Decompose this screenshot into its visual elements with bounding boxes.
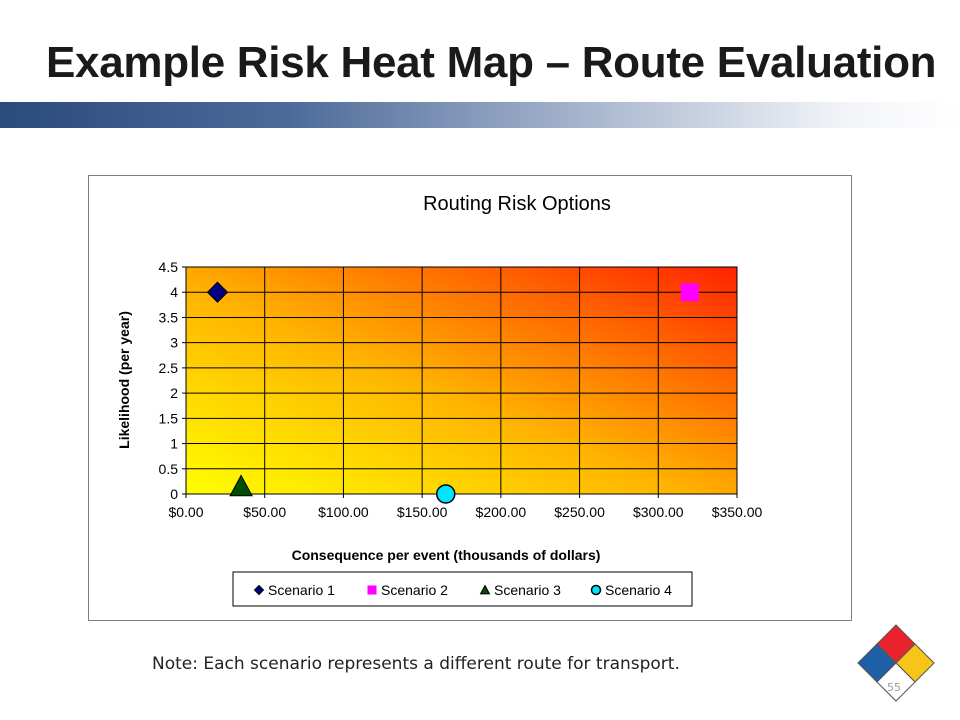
hazard-diamond-logo <box>857 624 935 702</box>
y-tick-label: 3.5 <box>159 309 179 325</box>
x-tick-label: $0.00 <box>168 504 203 520</box>
y-tick-label: 3 <box>170 335 178 351</box>
x-tick-label: $200.00 <box>476 504 527 520</box>
x-tick-label: $300.00 <box>633 504 684 520</box>
badge-bottom-quadrant <box>876 662 916 702</box>
plot-area <box>185 266 738 495</box>
y-axis-ticks: 0 0.5 1 1.5 2 2.5 3 3.5 4 4.5 <box>159 259 186 502</box>
legend-marker-scenario-4 <box>590 584 602 596</box>
data-point-scenario-2 <box>680 283 699 302</box>
x-axis-ticks: $0.00 $50.00 $100.00 $150.00 $200.00 $250.00 $… <box>168 494 763 520</box>
chart-frame: Routing Risk Options 0 0.5 1 1.5 2 2.5 3 3.5 4 4.… <box>88 175 852 621</box>
data-point-scenario-4 <box>436 484 456 504</box>
data-point-scenario-1 <box>206 281 229 303</box>
legend-marker-scenario-1 <box>253 584 265 596</box>
y-tick-label: 2.5 <box>159 360 179 376</box>
x-tick-label: $250.00 <box>554 504 605 520</box>
y-tick-label: 4.5 <box>159 259 179 275</box>
y-tick-label: 0 <box>170 486 178 502</box>
data-point-scenario-3 <box>229 474 253 497</box>
x-tick-label: $350.00 <box>712 504 763 520</box>
legend-marker-scenario-3 <box>479 584 491 595</box>
x-tick-label: $100.00 <box>318 504 369 520</box>
x-tick-label: $150.00 <box>397 504 448 520</box>
chart-title: Routing Risk Options <box>423 193 611 215</box>
legend-box <box>232 571 693 607</box>
footnote: Note: Each scenario represents a differe… <box>152 654 680 674</box>
legend-label-scenario-1: Scenario 1 <box>268 582 335 598</box>
y-axis-label: Likelihood (per year) <box>116 311 132 449</box>
title-accent-bar <box>0 102 960 128</box>
y-tick-label: 1.5 <box>159 410 179 426</box>
y-tick-label: 0.5 <box>159 461 179 477</box>
slide-title: Example Risk Heat Map – Route Evaluation <box>46 38 937 87</box>
page-number: 55 <box>887 681 901 694</box>
x-axis-label: Consequence per event (thousands of doll… <box>292 547 601 563</box>
legend-label-scenario-2: Scenario 2 <box>381 582 448 598</box>
grid-lines <box>185 266 738 495</box>
legend-marker-scenario-2 <box>367 585 377 595</box>
y-tick-label: 2 <box>170 385 178 401</box>
x-tick-label: $50.00 <box>243 504 286 520</box>
legend-label-scenario-3: Scenario 3 <box>494 582 561 598</box>
legend-label-scenario-4: Scenario 4 <box>605 582 672 598</box>
y-tick-label: 4 <box>170 284 178 300</box>
risk-heat-map-chart: Routing Risk Options 0 0.5 1 1.5 2 2.5 3 3.5 4 4.… <box>116 193 763 607</box>
data-markers <box>206 281 699 504</box>
y-tick-label: 1 <box>170 436 178 452</box>
legend: Scenario 1 Scenario 2 Scenario 3 Scenario 4 <box>253 582 672 598</box>
